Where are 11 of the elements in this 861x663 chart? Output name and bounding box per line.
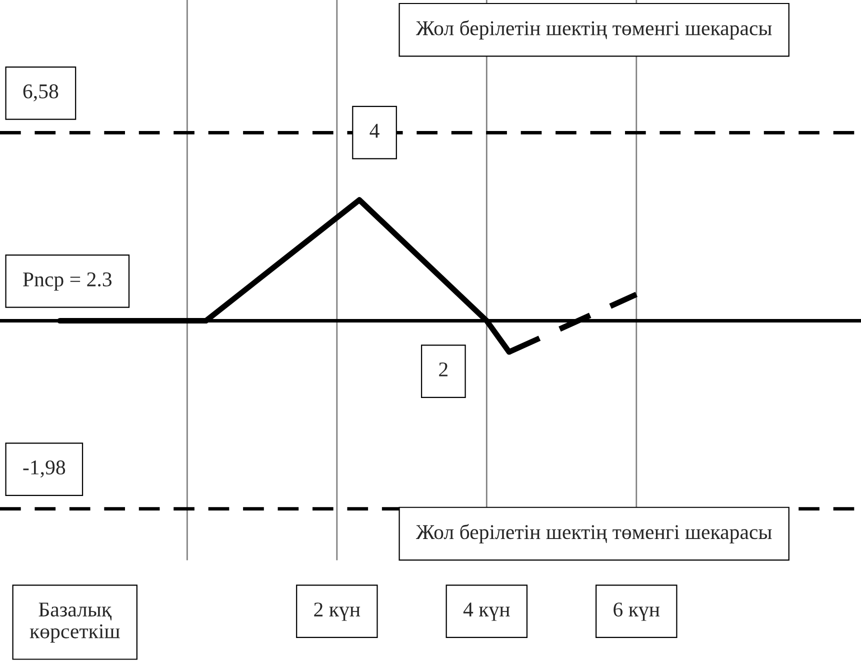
annotation: Жол берілетін шектің төменгі шекарасы xyxy=(416,20,772,40)
annotation: 4 xyxy=(370,124,380,138)
ref-line-label: -1,98 xyxy=(23,460,66,478)
x-tick-label: Базалық көрсеткіш xyxy=(30,602,120,643)
x-tick-label: 2 күн xyxy=(314,602,360,621)
annotation: 2 xyxy=(439,362,448,376)
annotation: Жол берілетін шектің төменгі шекарасы xyxy=(416,524,772,544)
ref-line-label: 6,58 xyxy=(23,84,58,102)
x-tick-label: 4 күн xyxy=(463,602,510,621)
x-tick-label: 6 күн xyxy=(614,602,660,621)
ref-line-label: Pncp = 2.3 xyxy=(23,272,112,291)
